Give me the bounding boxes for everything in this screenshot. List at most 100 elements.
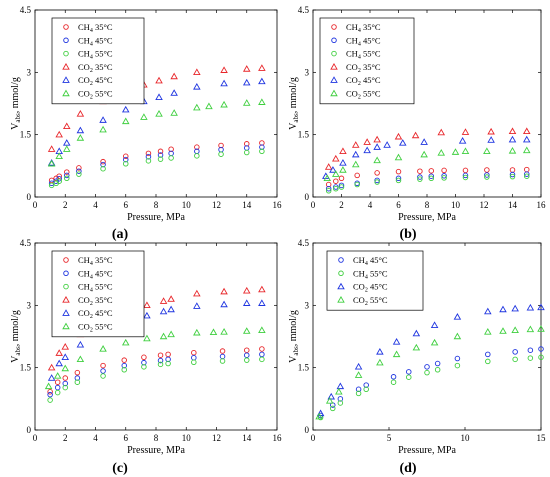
data-point — [462, 174, 469, 181]
data-point — [374, 179, 380, 185]
legend-label: CO2 45°C — [353, 282, 388, 294]
legend-label: CH4 45°C — [78, 35, 113, 47]
panel-label: (b) — [399, 227, 416, 242]
data-point — [324, 163, 333, 170]
y-axis-label: Vabs, mmol/g — [10, 310, 22, 363]
data-point — [220, 300, 228, 308]
data-point — [193, 289, 201, 297]
x-tick-label: 10 — [182, 200, 192, 210]
y-tick-label: 3 — [305, 300, 310, 310]
legend-label: CO2 45°C — [346, 75, 381, 87]
series-co2-35c — [324, 127, 531, 170]
data-point — [258, 299, 266, 306]
data-point — [159, 297, 168, 304]
legend-label: CH4 55°C — [353, 268, 388, 280]
legend-label: CO2 55°C — [353, 295, 388, 307]
data-point — [526, 303, 535, 311]
legend-box — [51, 17, 145, 105]
data-point — [508, 146, 517, 154]
data-point — [122, 153, 129, 160]
legend-label: CO2 35°C — [346, 62, 381, 74]
x-tick-label: 6 — [124, 200, 129, 210]
data-point — [374, 170, 380, 176]
data-point — [242, 286, 251, 294]
data-point — [526, 325, 535, 333]
data-point — [99, 125, 107, 133]
data-point — [159, 307, 168, 315]
y-tick-label: 1.5 — [298, 363, 310, 373]
data-point — [219, 348, 226, 354]
data-point — [219, 353, 226, 360]
data-point — [141, 354, 147, 361]
legend-label: CH4 55°C — [78, 49, 113, 61]
data-point — [258, 326, 266, 333]
y-tick-label: 1.5 — [20, 130, 32, 140]
data-point — [56, 178, 62, 184]
legend-box — [319, 17, 415, 105]
legend-marker — [331, 50, 337, 57]
data-point — [121, 117, 130, 125]
data-point — [332, 154, 340, 162]
data-point — [390, 374, 397, 380]
legend-marker — [330, 76, 338, 83]
series-ch4-45c — [47, 351, 265, 398]
data-point — [242, 299, 251, 306]
data-point — [155, 109, 163, 117]
data-point — [509, 167, 516, 173]
x-tick-label: 0 — [33, 433, 38, 443]
y-tick-label: 4.5 — [298, 5, 310, 15]
data-point — [537, 325, 545, 332]
data-point — [363, 138, 371, 145]
data-point — [193, 68, 201, 76]
data-point — [417, 174, 423, 180]
y-tick-label: 0 — [27, 425, 32, 435]
data-point — [191, 359, 197, 366]
data-point — [62, 139, 71, 146]
data-point — [461, 147, 470, 154]
legend-marker — [63, 283, 69, 290]
legend-box — [51, 250, 145, 338]
data-point — [461, 128, 470, 135]
data-point — [354, 172, 360, 179]
legend-marker — [63, 270, 69, 277]
data-point — [64, 169, 70, 175]
data-point — [458, 136, 467, 144]
data-point — [157, 361, 164, 368]
x-axis-label: Pressure, MPa — [398, 212, 456, 223]
legend-label: CH4 45°C — [78, 268, 113, 280]
data-point — [243, 347, 250, 353]
data-point — [140, 113, 148, 120]
data-point — [122, 161, 129, 167]
legend-label: CH4 35°C — [346, 22, 381, 34]
legend-marker — [337, 295, 345, 303]
data-point — [155, 76, 163, 84]
series-co2-45c — [322, 135, 531, 179]
data-point — [373, 156, 381, 164]
data-point — [351, 150, 360, 158]
data-point — [333, 185, 339, 192]
data-point — [193, 103, 201, 111]
data-point — [373, 143, 381, 150]
data-point — [157, 357, 164, 364]
data-point — [220, 100, 228, 108]
legend-label: CH4 55°C — [346, 49, 381, 61]
data-point — [55, 349, 63, 356]
data-point — [484, 172, 490, 178]
y-tick-label: 1.5 — [298, 130, 310, 140]
data-point — [338, 175, 345, 182]
x-axis-label: Pressure, MPa — [127, 212, 185, 223]
data-point — [487, 136, 495, 143]
data-point — [259, 351, 265, 358]
data-point — [47, 159, 56, 167]
data-point — [259, 148, 265, 155]
data-point — [194, 153, 200, 159]
series-ch4-55c — [48, 148, 265, 189]
data-point — [522, 127, 531, 135]
data-point — [336, 382, 345, 390]
data-point — [327, 392, 336, 400]
x-tick-label: 4 — [368, 200, 373, 210]
x-tick-label: 2 — [63, 433, 68, 443]
data-point — [100, 362, 106, 369]
data-point — [242, 65, 251, 72]
